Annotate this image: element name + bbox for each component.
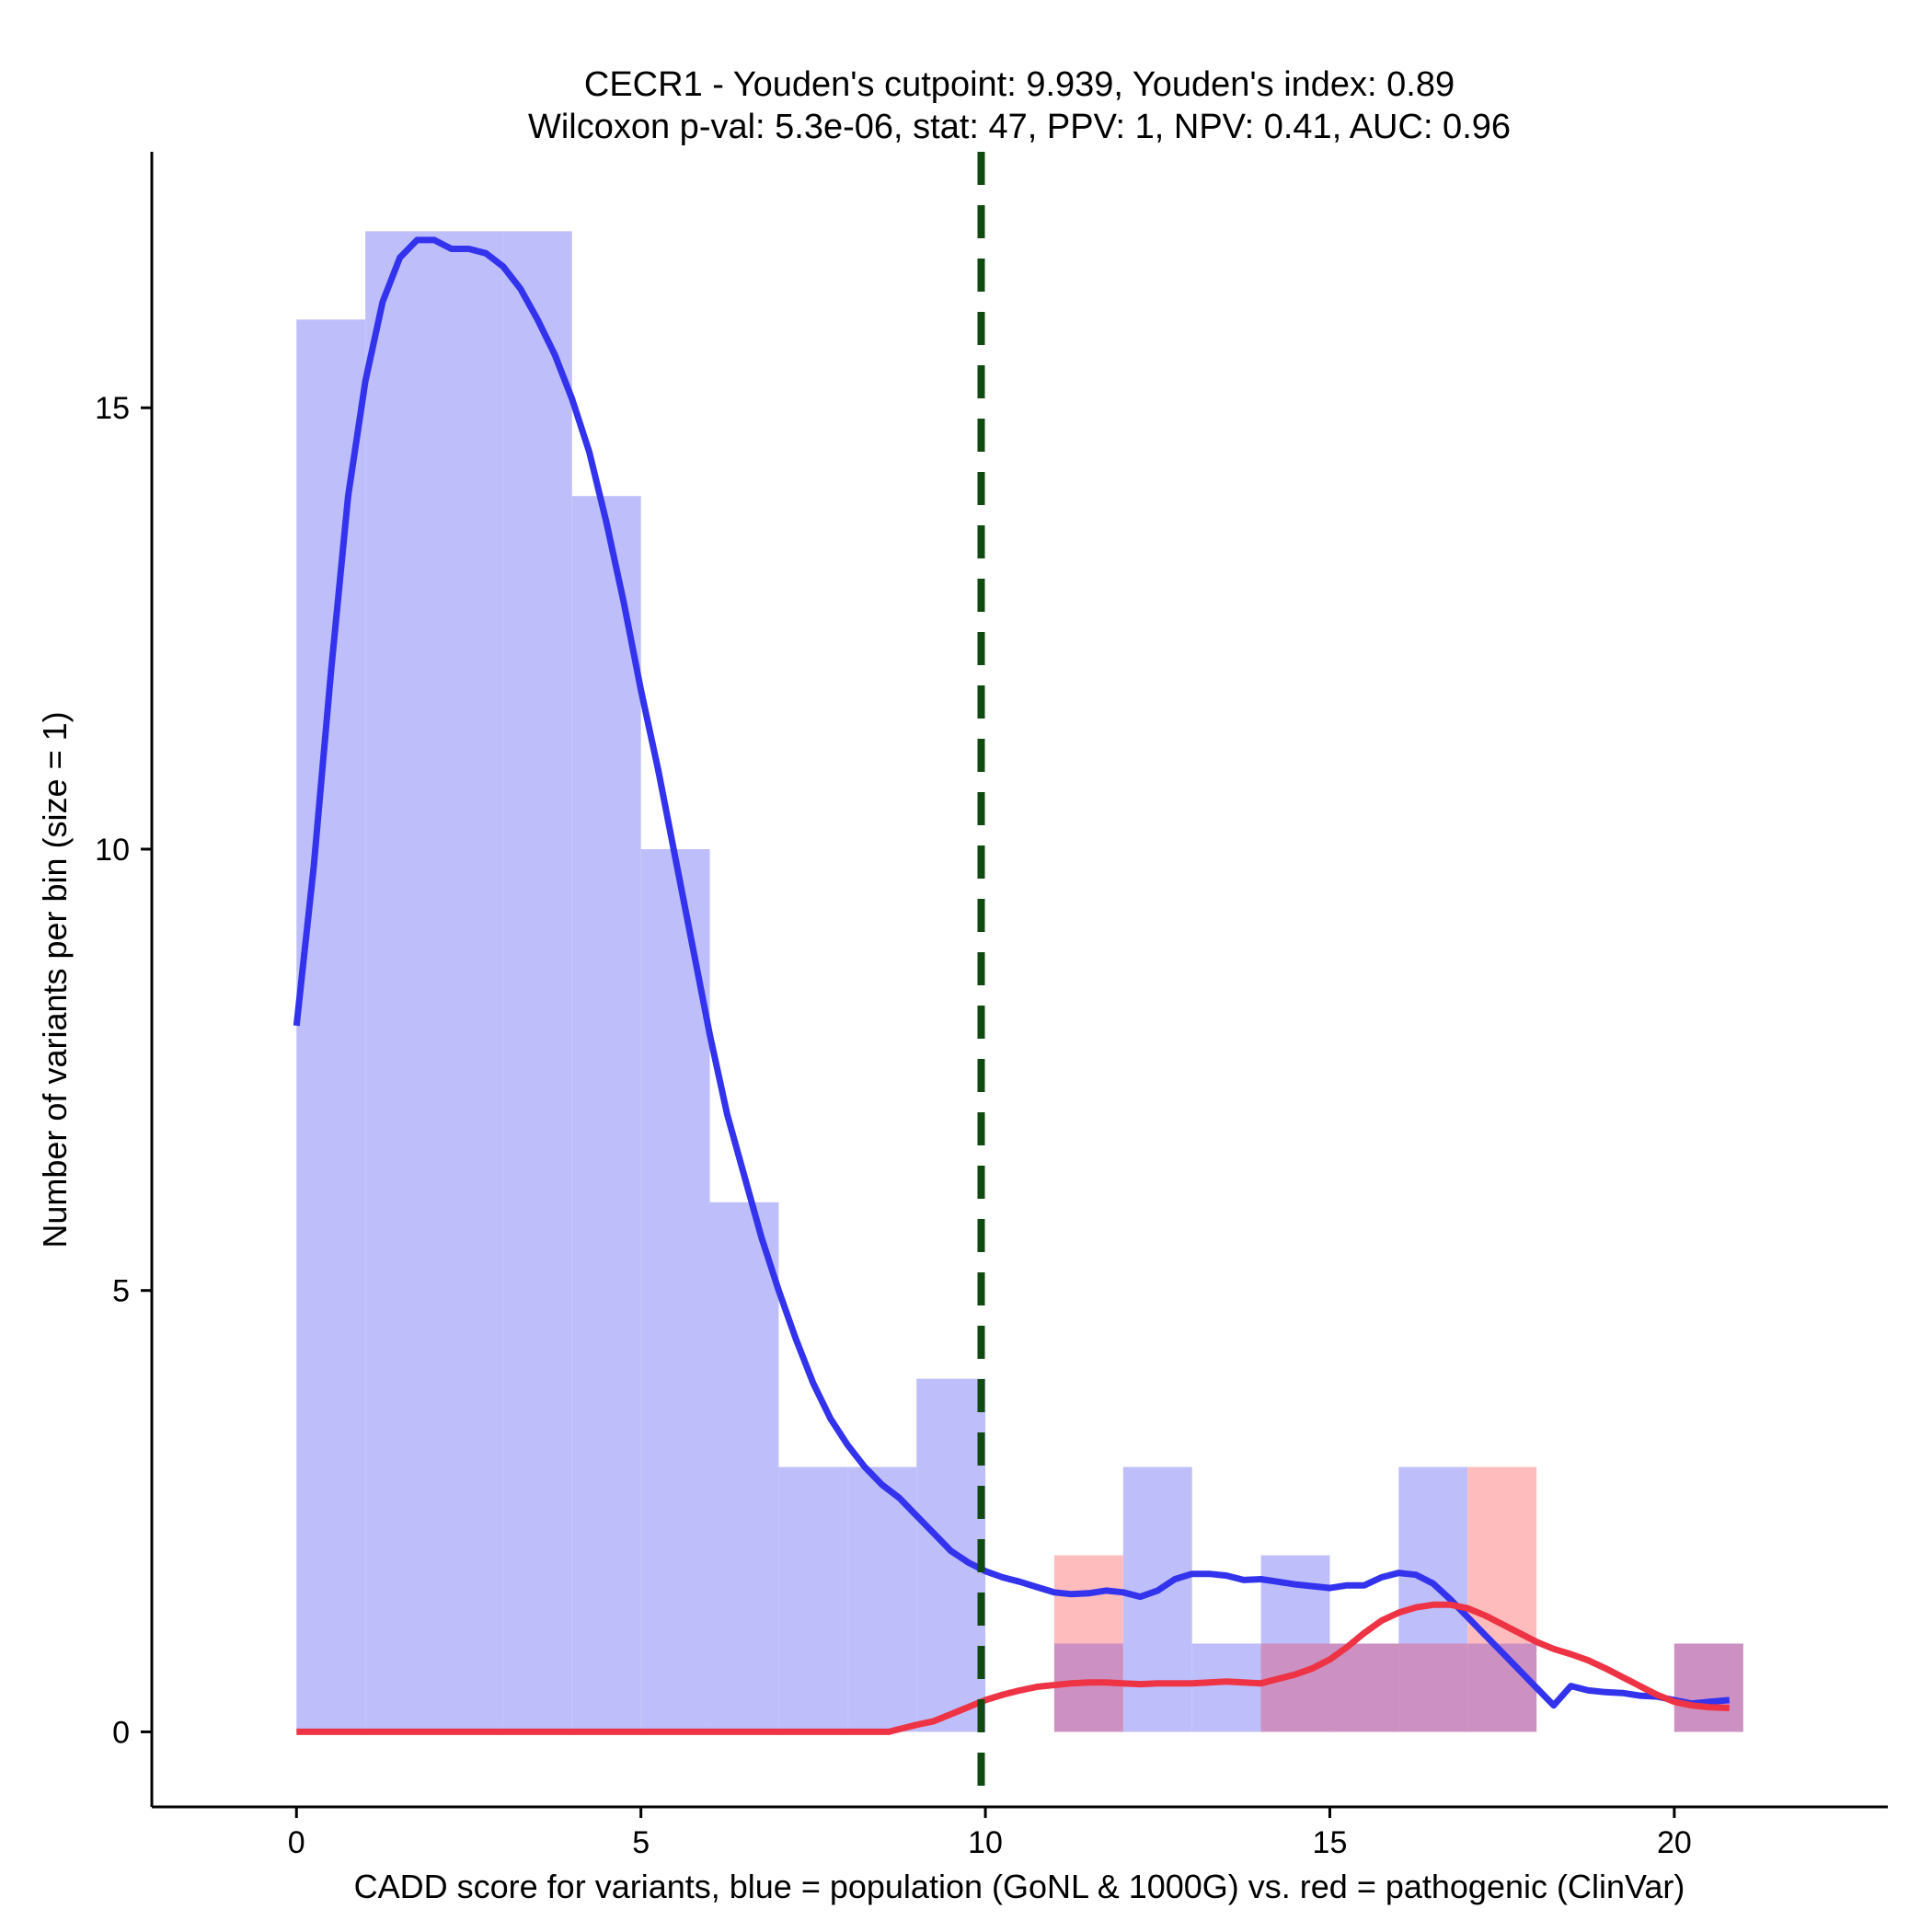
x-axis-label: CADD score for variants, blue = populati… — [354, 1868, 1685, 1905]
population-bar-5 — [640, 848, 710, 1732]
y-tick-label: 0 — [112, 1715, 130, 1750]
pathogenic-density-line — [296, 1601, 1730, 1735]
y-tick-label: 15 — [95, 391, 130, 426]
x-axis-ticks: 0 5 10 15 20 — [288, 1807, 1692, 1860]
chart-title: CECR1 - Youden's cutpoint: 9.939, Youden… — [584, 65, 1455, 104]
overlap-bar-0 — [1053, 1643, 1123, 1732]
overlap-bar-4 — [1467, 1643, 1537, 1732]
population-bar-6 — [709, 1202, 779, 1732]
x-tick-label: 15 — [1313, 1825, 1348, 1860]
population-bar-10 — [1122, 1466, 1192, 1732]
y-tick-label: 10 — [95, 833, 130, 868]
overlap-bars — [1053, 1643, 1743, 1732]
population-bar-3 — [502, 231, 572, 1732]
overlap-bar-3 — [1398, 1643, 1468, 1732]
y-tick-label: 5 — [112, 1274, 130, 1309]
overlap-bar-5 — [1673, 1643, 1743, 1732]
y-axis-ticks: 0 5 10 15 — [95, 391, 152, 1750]
x-tick-label: 10 — [968, 1825, 1003, 1860]
population-density-line — [293, 236, 1731, 1709]
population-bar-11 — [1191, 1643, 1261, 1732]
population-bar-7 — [778, 1466, 848, 1732]
x-tick-label: 20 — [1657, 1825, 1692, 1860]
population-bar-9 — [916, 1378, 986, 1732]
population-bar-0 — [296, 319, 366, 1732]
overlap-bar-1 — [1260, 1643, 1330, 1732]
population-bar-2 — [434, 231, 503, 1732]
x-tick-label: 0 — [288, 1825, 305, 1860]
overlap-bar-2 — [1329, 1643, 1399, 1732]
chart-subtitle: Wilcoxon p-val: 5.3e-06, stat: 47, PPV: … — [528, 108, 1511, 146]
population-bar-4 — [571, 496, 641, 1732]
x-tick-label: 5 — [632, 1825, 650, 1860]
y-axis-label: Number of variants per bin (size = 1) — [36, 711, 74, 1248]
population-bar-1 — [365, 231, 435, 1732]
population-bar-8 — [847, 1466, 917, 1732]
